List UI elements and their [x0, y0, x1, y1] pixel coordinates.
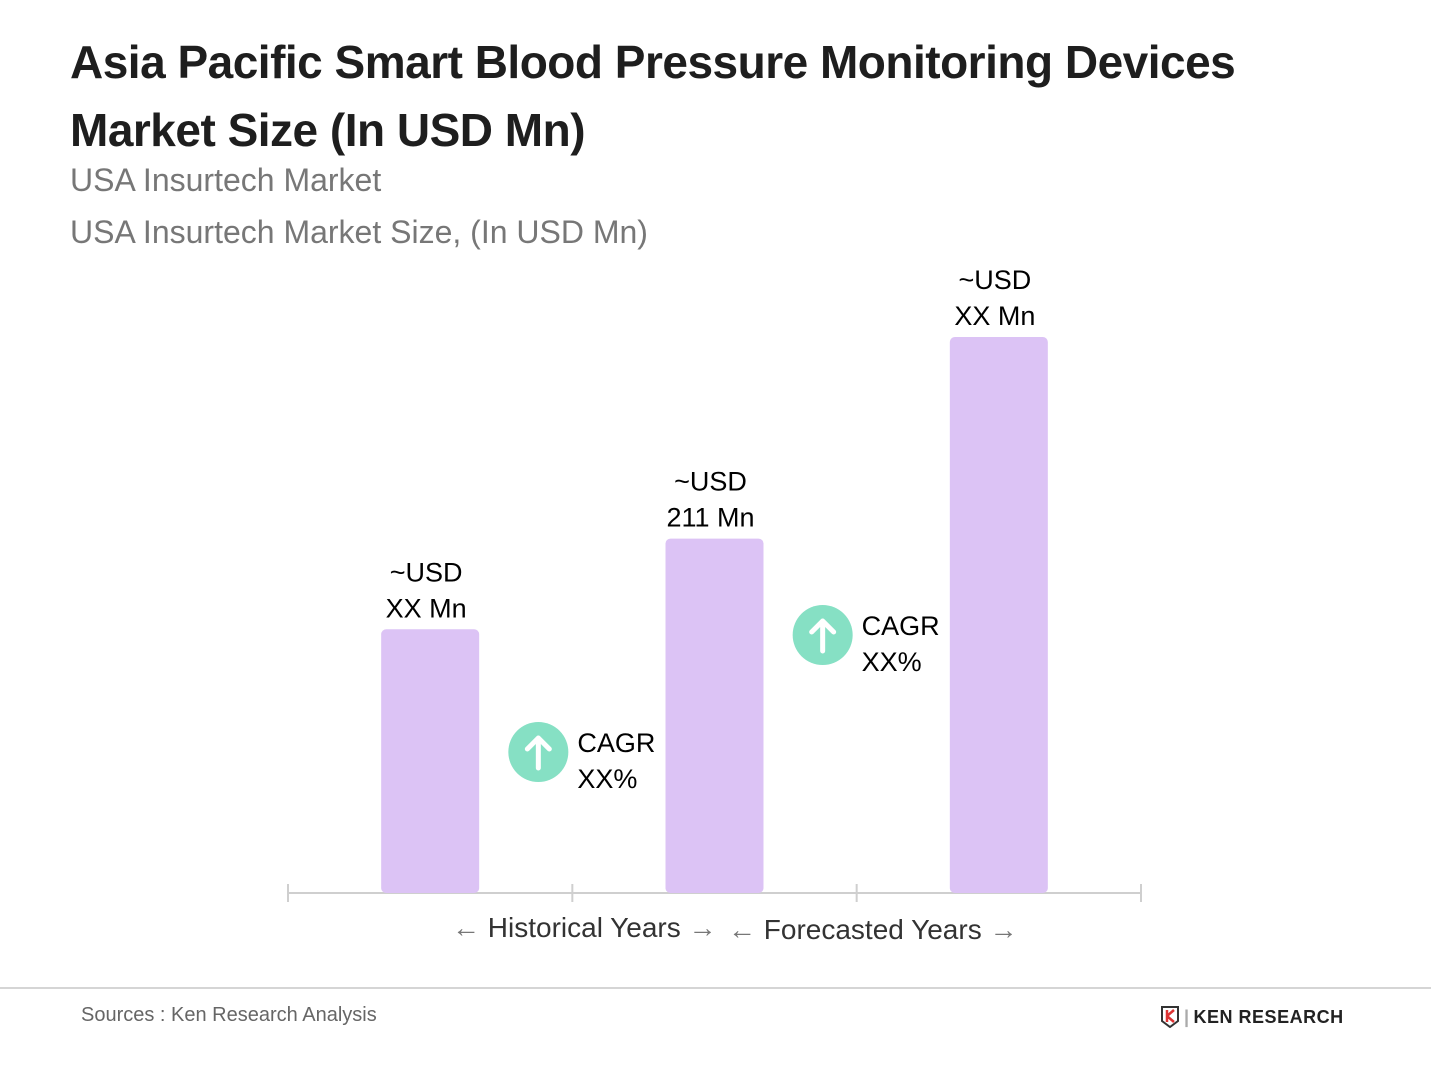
data-label: ~USD — [958, 265, 1031, 295]
title-text: Asia Pacific Smart Blood Pressure Monito… — [70, 36, 1236, 156]
arrow-left-icon: ← — [452, 912, 480, 943]
arrow-right-icon: → — [688, 912, 717, 943]
arrow-left-icon: ← — [728, 914, 756, 945]
bar — [381, 629, 480, 893]
data-label: ~USD — [390, 557, 463, 587]
chart-subtitle-1: USA Insurtech Market — [70, 162, 382, 198]
forecast-text: Forecasted Years — [763, 914, 982, 945]
data-label: XX Mn — [386, 593, 467, 623]
historical-years-label: ← Historical Years → — [452, 912, 717, 944]
logo-text: KEN RESEARCH — [1193, 1006, 1344, 1027]
ken-logo-icon — [1161, 1006, 1179, 1028]
historical-text: Historical Years — [487, 912, 681, 943]
cagr-label: CAGR — [577, 728, 655, 758]
chart-subtitle-2: USA Insurtech Market Size, (In USD Mn) — [70, 214, 648, 250]
ken-research-logo: | KEN RESEARCH — [1160, 1006, 1344, 1028]
data-label: 211 Mn — [666, 503, 754, 533]
bar — [949, 337, 1048, 893]
forecasted-years-label: ← Forecasted Years → — [728, 914, 1017, 946]
cagr-label: CAGR — [862, 611, 940, 641]
arrow-right-icon: → — [989, 914, 1018, 945]
source-text: Sources : Ken Research Analysis — [81, 1004, 377, 1026]
data-label: ~USD — [674, 467, 747, 497]
bar — [665, 538, 764, 893]
bar-chart: ~USD XX Mn ~USD 211 Mn ~USD XX Mn CAGR XX% CAGR X… — [287, 265, 1142, 902]
arrow-up-icon — [809, 618, 837, 654]
cagr-value: XX% — [577, 764, 637, 794]
chart-title: Asia Pacific Smart Blood Pressure Monito… — [70, 28, 1270, 164]
arrow-up-icon — [524, 735, 552, 771]
data-label: XX Mn — [954, 301, 1035, 331]
footer-divider — [0, 987, 1431, 989]
cagr-value: XX% — [862, 647, 922, 677]
